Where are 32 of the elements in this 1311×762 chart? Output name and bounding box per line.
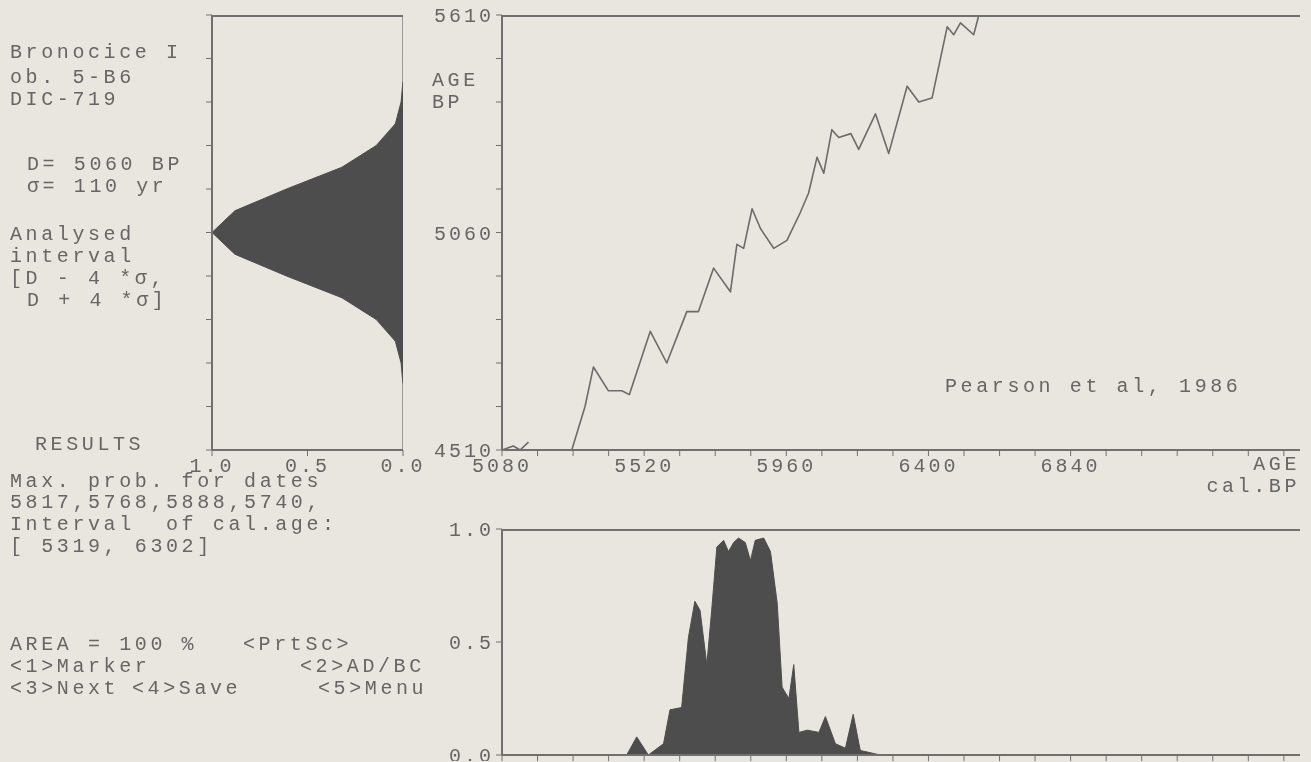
y-tick-label: 5060 — [433, 222, 494, 246]
text: [D - 4 *σ, — [10, 267, 167, 290]
x-tick-label: 6400 — [898, 455, 959, 479]
x-tick-label: 5520 — [614, 455, 675, 479]
y-axis-title: AGE BP — [432, 69, 480, 114]
text: AREA = 100 % — [10, 633, 198, 656]
text: <3>Next — [10, 677, 120, 700]
text: <PrtSc> — [243, 633, 353, 656]
text: Interval of cal.age: — [10, 513, 338, 536]
text: <2>AD/BC — [300, 655, 425, 678]
text: σ= 110 yr — [27, 175, 168, 198]
text: [ 5319, 6302] — [10, 535, 213, 558]
x-axis-title: AGE cal.BP — [1205, 453, 1300, 498]
x-tick-label: 6840 — [1040, 455, 1101, 479]
text: RESULTS — [35, 433, 145, 456]
text: Bronocice I — [10, 41, 182, 64]
text: Analysed — [10, 223, 135, 246]
text: interval — [10, 245, 135, 268]
annotation: Pearson et al, 1986 — [945, 375, 1242, 398]
y-tick-label: 5610 — [433, 5, 494, 29]
text: D + 4 *σ] — [27, 289, 168, 312]
text: 5817,5768,5888,5740, — [10, 491, 323, 514]
text: <5>Menu — [318, 677, 428, 700]
text: ob. 5-B6 — [10, 66, 135, 89]
text: DIC-719 — [10, 88, 120, 111]
text: D= 5060 BP — [27, 153, 184, 176]
x-tick-label: 0.0 — [380, 455, 426, 479]
text: <4>Save — [132, 677, 242, 700]
y-tick-label: 1.0 — [448, 519, 494, 543]
y-tick-label: 0.5 — [448, 632, 494, 656]
x-tick-label: 5960 — [756, 455, 817, 479]
text: <1>Marker — [10, 655, 151, 678]
